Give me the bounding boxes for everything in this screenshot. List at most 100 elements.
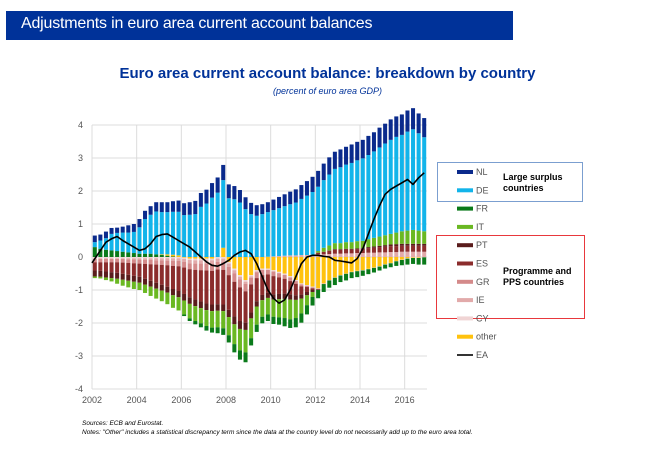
legend-swatch (457, 279, 473, 284)
bar-segment-pt (249, 312, 254, 319)
bar-segment-pt (226, 309, 231, 318)
bar-segment-cy (249, 275, 254, 277)
bar-segment-other (277, 257, 282, 272)
bar-segment-gr (204, 263, 209, 271)
bar-segment-gr (304, 285, 309, 288)
bar-segment-ie (422, 251, 427, 257)
bar-segment-nl (237, 190, 242, 203)
bar-segment-other (304, 257, 309, 286)
bar-segment-other (360, 257, 365, 271)
bar-segment-it (394, 232, 399, 245)
bar-stack (170, 201, 175, 308)
bar-segment-gr (176, 260, 181, 267)
bar-segment-ie (293, 255, 298, 257)
bar-stack (210, 183, 215, 333)
bar-segment-es (416, 245, 421, 252)
bar-segment-nl (131, 224, 136, 232)
chart-subtitle: (percent of euro area GDP) (272, 86, 383, 96)
legend-item-pt: PT (457, 240, 488, 250)
bar-segment-ie (332, 253, 337, 257)
bar-segment-cy (210, 258, 215, 261)
bar-segment-pt (349, 248, 354, 250)
bar-segment-it (360, 240, 365, 249)
bar-segment-es (193, 269, 198, 300)
bar-segment-nl (360, 139, 365, 159)
bar-segment-ie (154, 258, 159, 261)
bar-segment-gr (159, 260, 164, 265)
bar-segment-pt (126, 274, 131, 281)
bar-segment-cy (288, 276, 293, 278)
bar-segment-pt (115, 272, 120, 279)
bar-segment-gr (131, 259, 136, 264)
bar-segment-de (371, 151, 376, 238)
bar-segment-pt (260, 294, 265, 301)
bar-segment-it (182, 300, 187, 315)
bar-stack (165, 202, 170, 305)
bar-segment-other (344, 257, 349, 274)
bar-segment-gr (254, 272, 259, 279)
bar-segment-cy (176, 257, 181, 259)
bar-segment-pt (137, 276, 142, 283)
legend-item-ea: EA (457, 350, 488, 360)
bar-segment-it (243, 329, 248, 353)
bar-segment-nl (371, 132, 376, 152)
ea-line-layer (91, 172, 425, 305)
bar-segment-nl (232, 186, 237, 200)
bar-segment-gr (310, 287, 315, 289)
bar-segment-fr (310, 296, 315, 306)
bar-stacks (92, 108, 427, 363)
bar-segment-es (293, 283, 298, 296)
bar-segment-cy (193, 258, 198, 261)
bar-segment-gr (299, 284, 304, 287)
bar-segment-de (383, 143, 388, 236)
bar-segment-ie (182, 258, 187, 262)
bar-segment-es (411, 245, 416, 252)
bar-segment-es (271, 276, 276, 295)
x-tick-label: 2010 (261, 395, 281, 405)
legend-item-de: DE (457, 185, 489, 195)
bar-segment-fr (344, 273, 349, 281)
bar-segment-gr (271, 271, 276, 277)
bar-segment-gr (115, 258, 120, 263)
bar-segment-it (260, 300, 265, 317)
bar-segment-cy (204, 258, 209, 261)
bar-segment-cy (159, 257, 164, 259)
bar-segment-ie (170, 258, 175, 261)
bar-segment-it (187, 303, 192, 319)
bar-segment-pt (371, 246, 376, 248)
bar-segment-de (288, 204, 293, 256)
bar-segment-pt (310, 290, 315, 292)
legend-group-label-programme: Programme and (503, 266, 572, 276)
bar-stack (383, 123, 388, 269)
bar-segment-es (366, 248, 371, 253)
bar-segment-gr (221, 261, 226, 270)
bar-segment-de (170, 211, 175, 255)
bar-segment-it (399, 231, 404, 244)
bar-segment-gr (154, 260, 159, 265)
bar-stack (182, 203, 187, 317)
bar-segment-fr (360, 270, 365, 276)
grid-lines (91, 124, 427, 390)
bar-segment-ie (360, 253, 365, 257)
bar-segment-it (405, 230, 410, 244)
bar-segment-other (332, 257, 337, 278)
bar-segment-it (237, 328, 242, 351)
legend-item-fr: FR (457, 204, 488, 214)
bar-segment-pt (198, 301, 203, 309)
bar-segment-de (355, 160, 360, 242)
x-tick-label: 2014 (350, 395, 370, 405)
bar-segment-it (377, 236, 382, 246)
bar-segment-fr (349, 272, 354, 279)
bar-segment-it (293, 299, 298, 319)
bar-segment-it (416, 230, 421, 244)
bar-segment-ie (355, 253, 360, 257)
bar-segment-de (237, 202, 242, 257)
bar-segment-other (366, 257, 371, 269)
bar-segment-other (327, 257, 332, 281)
bar-segment-es (221, 269, 226, 305)
bar-segment-es (282, 278, 287, 294)
bar-segment-es (377, 247, 382, 253)
bar-segment-de (98, 240, 103, 249)
bar-stack (137, 219, 142, 290)
ea-line (91, 172, 425, 305)
